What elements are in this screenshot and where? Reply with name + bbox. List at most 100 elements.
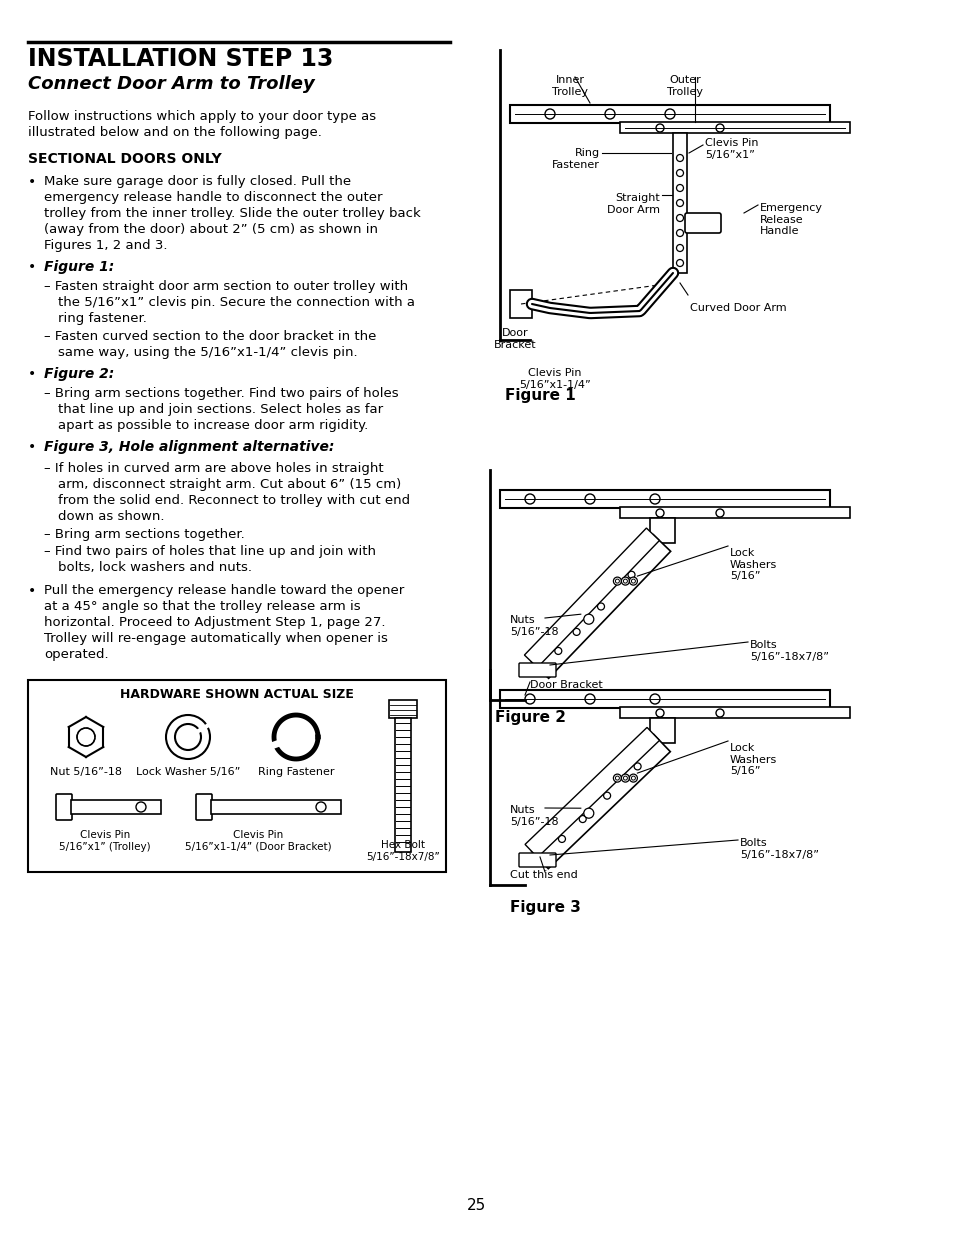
Text: from the solid end. Reconnect to trolley with cut end: from the solid end. Reconnect to trolley… (58, 494, 410, 508)
Circle shape (631, 579, 635, 583)
Text: Figure 1:: Figure 1: (44, 261, 114, 274)
Text: Door Bracket: Door Bracket (530, 680, 602, 690)
Circle shape (597, 603, 604, 610)
Circle shape (615, 776, 618, 781)
Text: Make sure garage door is fully closed. Pull the: Make sure garage door is fully closed. P… (44, 175, 351, 188)
Circle shape (716, 709, 723, 718)
Text: illustrated below and on the following page.: illustrated below and on the following p… (28, 126, 321, 140)
FancyBboxPatch shape (619, 122, 849, 133)
FancyBboxPatch shape (649, 718, 675, 743)
Polygon shape (531, 535, 670, 678)
Circle shape (622, 579, 627, 583)
Text: Follow instructions which apply to your door type as: Follow instructions which apply to your … (28, 110, 375, 124)
Circle shape (676, 169, 682, 177)
FancyBboxPatch shape (28, 680, 446, 872)
Text: Hex Bolt
5/16”-18x7/8”: Hex Bolt 5/16”-18x7/8” (366, 840, 439, 862)
Text: apart as possible to increase door arm rigidity.: apart as possible to increase door arm r… (58, 419, 368, 432)
Text: •: • (28, 175, 36, 189)
Text: Clevis Pin
5/16”x1-1/4”: Clevis Pin 5/16”x1-1/4” (518, 368, 590, 389)
Circle shape (578, 815, 585, 823)
Circle shape (716, 509, 723, 517)
Text: Clevis Pin
5/16”x1” (Trolley): Clevis Pin 5/16”x1” (Trolley) (59, 830, 151, 852)
Circle shape (629, 774, 637, 782)
Text: Straight
Door Arm: Straight Door Arm (606, 193, 659, 215)
Circle shape (676, 200, 682, 206)
Text: operated.: operated. (44, 648, 109, 661)
Text: 25: 25 (467, 1198, 486, 1213)
Circle shape (676, 230, 682, 236)
Circle shape (656, 709, 663, 718)
Circle shape (541, 303, 549, 311)
Text: Clevis Pin
5/16”x1”: Clevis Pin 5/16”x1” (704, 138, 758, 159)
Text: Figure 2:: Figure 2: (44, 367, 114, 382)
Text: •: • (28, 367, 36, 382)
Circle shape (629, 577, 637, 585)
Text: – Bring arm sections together. Find two pairs of holes: – Bring arm sections together. Find two … (44, 387, 398, 400)
Circle shape (276, 718, 314, 756)
Polygon shape (524, 529, 659, 667)
Circle shape (613, 577, 620, 585)
Circle shape (676, 245, 682, 252)
FancyBboxPatch shape (195, 794, 212, 820)
FancyBboxPatch shape (510, 290, 532, 317)
Circle shape (274, 715, 317, 760)
FancyBboxPatch shape (389, 700, 416, 718)
Circle shape (676, 184, 682, 191)
Text: bolts, lock washers and nuts.: bolts, lock washers and nuts. (58, 561, 252, 574)
Circle shape (676, 259, 682, 267)
Circle shape (584, 694, 595, 704)
Circle shape (584, 309, 593, 317)
FancyBboxPatch shape (71, 800, 161, 814)
Text: – If holes in curved arm are above holes in straight: – If holes in curved arm are above holes… (44, 462, 383, 475)
Text: Ring Fastener: Ring Fastener (257, 767, 334, 777)
Text: SECTIONAL DOORS ONLY: SECTIONAL DOORS ONLY (28, 152, 221, 165)
Circle shape (136, 802, 146, 811)
Text: Emergency
Release
Handle: Emergency Release Handle (760, 203, 822, 236)
Circle shape (649, 494, 659, 504)
Circle shape (315, 802, 326, 811)
Circle shape (174, 724, 201, 750)
Text: •: • (28, 584, 36, 598)
FancyBboxPatch shape (619, 508, 849, 517)
Circle shape (664, 109, 675, 119)
Text: Bolts
5/16”-18x7/8”: Bolts 5/16”-18x7/8” (749, 640, 828, 662)
Polygon shape (524, 727, 659, 857)
Circle shape (604, 109, 615, 119)
Circle shape (656, 124, 663, 132)
Text: the 5/16”x1” clevis pin. Secure the connection with a: the 5/16”x1” clevis pin. Secure the conn… (58, 296, 415, 309)
Text: – Fasten straight door arm section to outer trolley with: – Fasten straight door arm section to ou… (44, 280, 408, 293)
FancyBboxPatch shape (56, 794, 71, 820)
Circle shape (77, 727, 95, 746)
Text: Trolley will re-engage automatically when opener is: Trolley will re-engage automatically whe… (44, 632, 388, 645)
Text: Ring
Fastener: Ring Fastener (552, 148, 599, 169)
Text: Lock
Washers
5/16”: Lock Washers 5/16” (729, 743, 777, 777)
Circle shape (555, 647, 561, 655)
Circle shape (583, 808, 593, 819)
Text: Nuts
5/16”-18: Nuts 5/16”-18 (510, 615, 558, 636)
Circle shape (573, 629, 579, 635)
Circle shape (620, 577, 629, 585)
Circle shape (524, 694, 535, 704)
Text: ring fastener.: ring fastener. (58, 312, 147, 325)
Circle shape (627, 572, 635, 578)
Text: Bolts
5/16”-18x7/8”: Bolts 5/16”-18x7/8” (740, 839, 818, 860)
FancyBboxPatch shape (684, 212, 720, 233)
Circle shape (583, 614, 593, 624)
Text: Outer
Trolley: Outer Trolley (666, 75, 702, 96)
Text: horizontal. Proceed to Adjustment Step 1, page 27.: horizontal. Proceed to Adjustment Step 1… (44, 616, 385, 629)
Text: Clevis Pin
5/16”x1-1/4” (Door Bracket): Clevis Pin 5/16”x1-1/4” (Door Bracket) (185, 830, 331, 852)
Circle shape (676, 215, 682, 221)
FancyBboxPatch shape (395, 718, 411, 852)
Circle shape (524, 494, 535, 504)
Text: down as shown.: down as shown. (58, 510, 164, 522)
Text: Nut 5/16”-18: Nut 5/16”-18 (50, 767, 122, 777)
Circle shape (166, 715, 210, 760)
Text: Figure 1: Figure 1 (504, 388, 576, 403)
FancyBboxPatch shape (510, 105, 829, 124)
Circle shape (716, 124, 723, 132)
Text: (away from the door) about 2” (5 cm) as shown in: (away from the door) about 2” (5 cm) as … (44, 224, 377, 236)
Circle shape (603, 792, 610, 799)
Text: arm, disconnect straight arm. Cut about 6” (15 cm): arm, disconnect straight arm. Cut about … (58, 478, 401, 492)
Text: Figure 3, Hole alignment alternative:: Figure 3, Hole alignment alternative: (44, 440, 334, 454)
Text: that line up and join sections. Select holes as far: that line up and join sections. Select h… (58, 403, 383, 416)
